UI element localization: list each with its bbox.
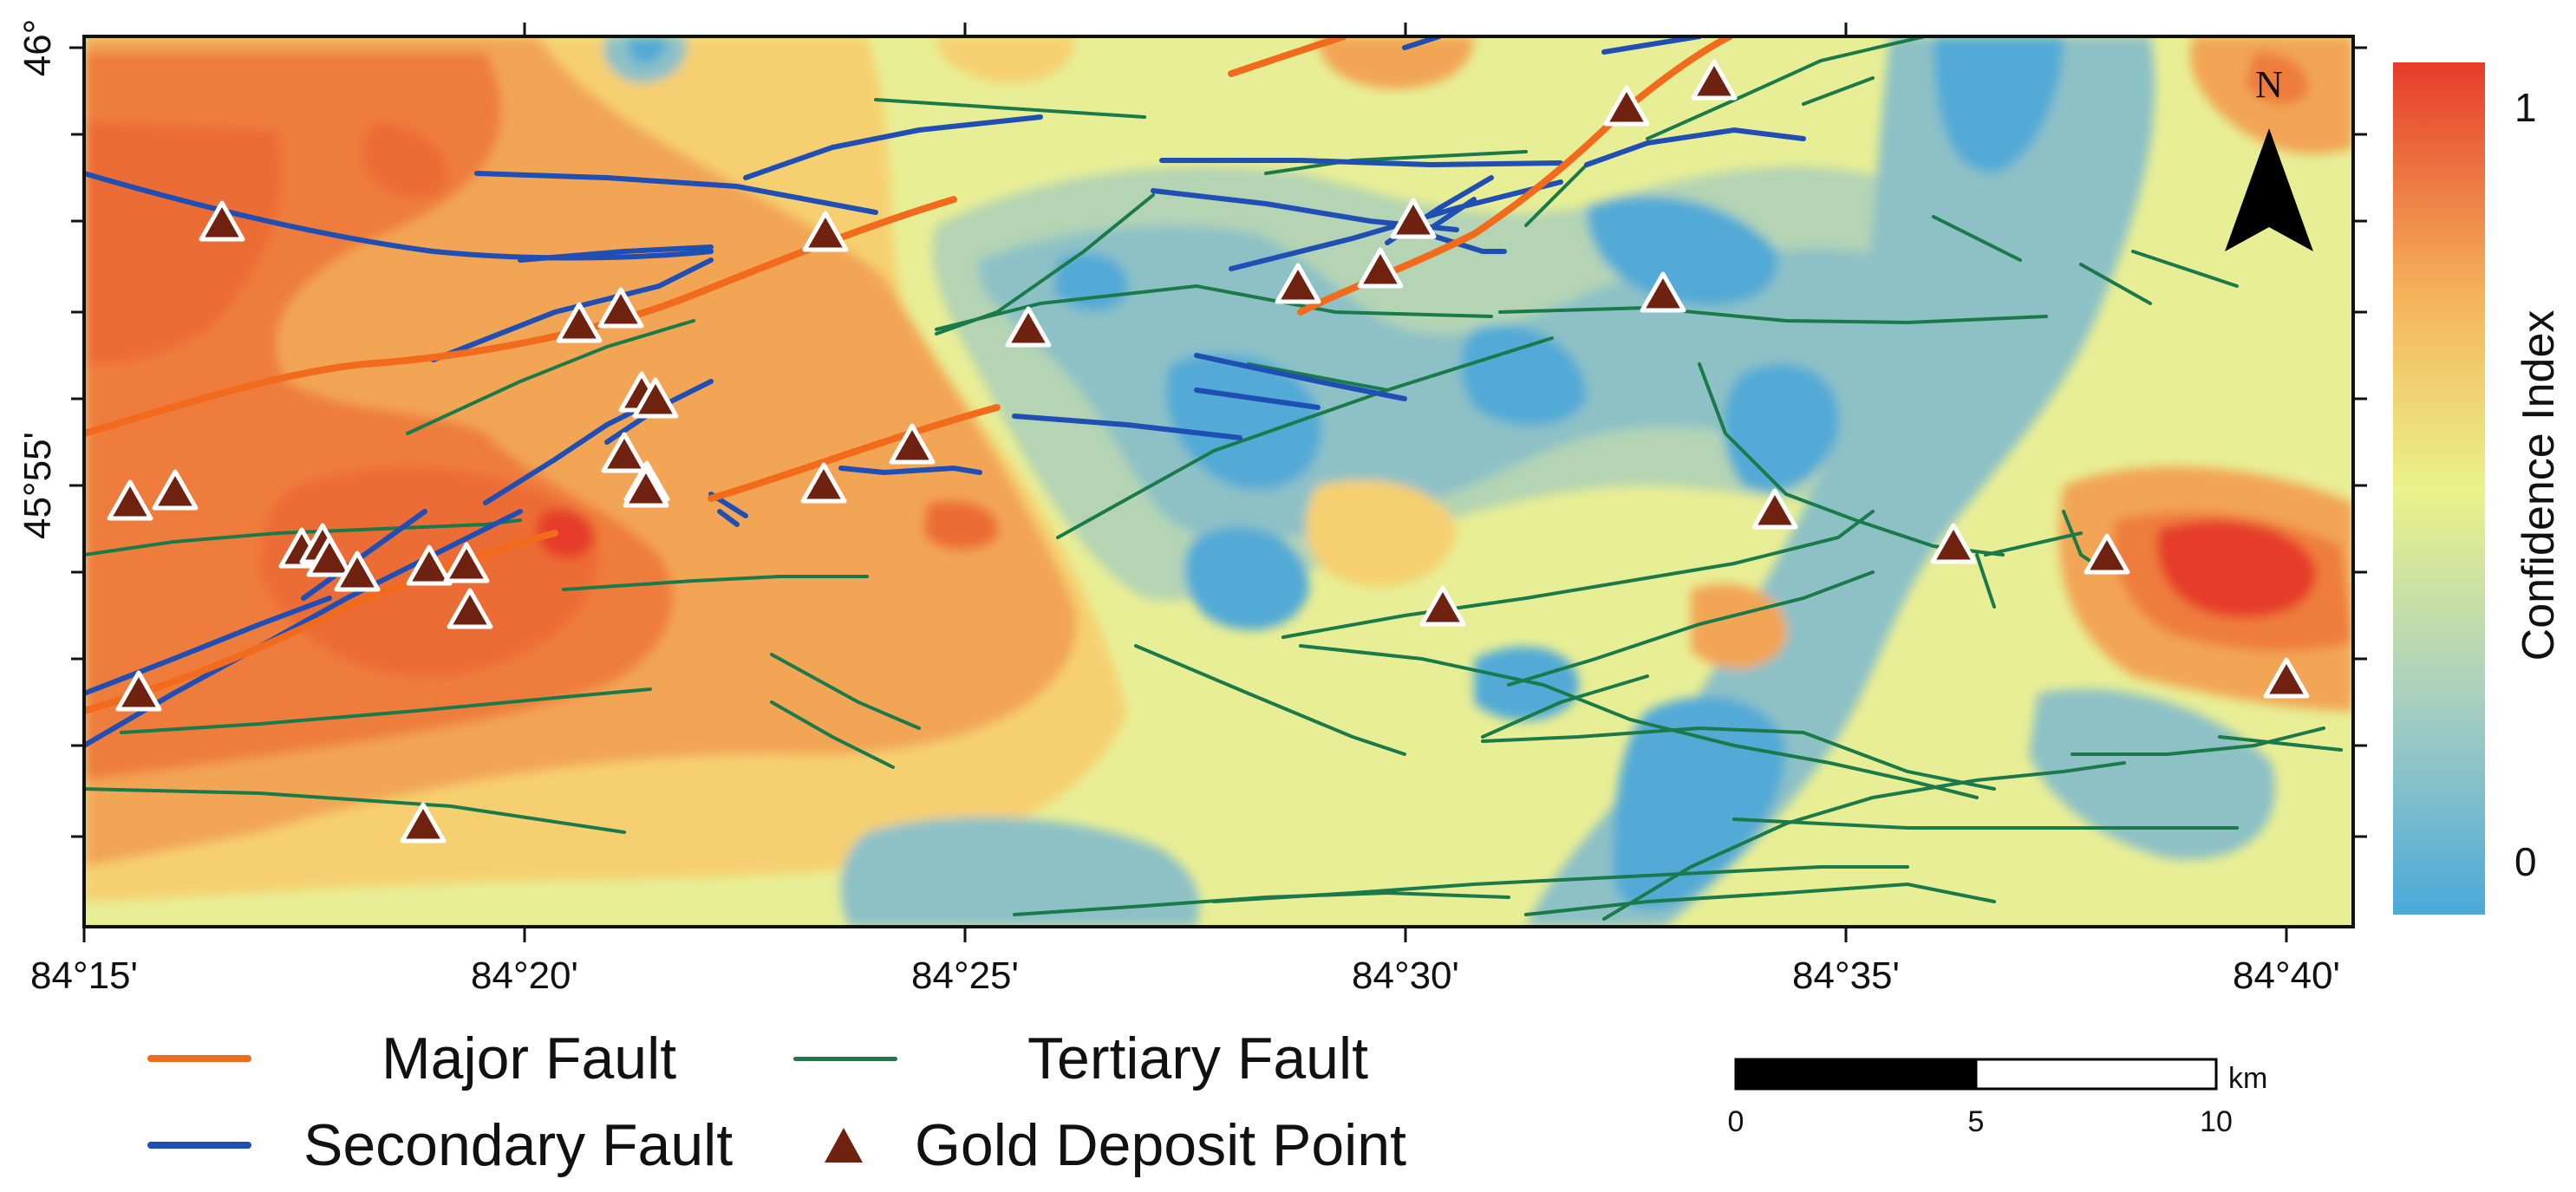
- major-fault-swatch: [147, 1055, 251, 1062]
- gold-deposit-marker: [597, 287, 644, 329]
- north-arrow: N: [2225, 63, 2313, 251]
- gold-deposit-icon: [825, 1128, 863, 1163]
- x-tick-label-3: 84°25': [911, 954, 1019, 997]
- scale-label-5: 5: [1968, 1105, 1985, 1138]
- gold-deposit-marker: [199, 200, 245, 242]
- gold-deposit-marker: [2084, 533, 2130, 575]
- legend-secondary-fault: Secondary Fault: [147, 1111, 733, 1179]
- y-tick-label-2: 45°55': [16, 432, 59, 539]
- x-tick-label-2: 84°20': [471, 954, 578, 997]
- legend-tertiary-fault: Tertiary Fault: [793, 1025, 1368, 1092]
- x-tick-label-5: 84°35': [1792, 954, 1900, 997]
- gold-deposit-marker: [443, 542, 490, 583]
- gold-deposit-marker: [1419, 585, 1466, 627]
- scale-label-10: 10: [2200, 1105, 2233, 1138]
- legend-tertiary-fault-label: Tertiary Fault: [1027, 1026, 1368, 1091]
- y-tick-label-1: 46°: [16, 19, 59, 77]
- legend-major-fault: Major Fault: [147, 1025, 676, 1092]
- gold-deposit-marker: [447, 588, 493, 629]
- gold-deposit-marker: [601, 432, 648, 473]
- colorbar-gradient: [2393, 62, 2485, 915]
- map-legend: Major Fault Secondary Fault Tertiary Fau…: [0, 997, 2576, 1192]
- gold-deposit-marker: [556, 302, 603, 343]
- gold-deposit-marker: [623, 466, 669, 508]
- gold-deposit-marker: [115, 670, 162, 712]
- confidence-surface: [84, 36, 2353, 927]
- colorbar-title: Confidence Index: [2514, 310, 2564, 661]
- x-axis: [82, 23, 2288, 942]
- colorbar: 1 0 Confidence Index: [2393, 62, 2564, 915]
- gold-deposit-marker: [2263, 657, 2310, 699]
- scale-label-0: 0: [1728, 1105, 1745, 1138]
- gold-deposit-marker: [1357, 247, 1404, 289]
- gold-deposit-marker: [152, 469, 199, 511]
- gold-deposit-marker: [406, 544, 453, 586]
- y-axis: [69, 46, 2367, 838]
- gold-deposit-marker: [802, 211, 849, 252]
- gold-deposit-marker: [889, 423, 936, 465]
- x-tick-label-4: 84°30': [1352, 954, 1459, 997]
- tertiary-faults: [84, 36, 2343, 921]
- gold-deposit-marker: [1691, 59, 1738, 101]
- scale-unit: km: [2228, 1062, 2267, 1095]
- gold-deposit-marker: [400, 802, 447, 844]
- gold-deposit-marker: [1005, 306, 1052, 348]
- gold-deposit-marker: [1640, 271, 1686, 313]
- legend-major-fault-label: Major Fault: [382, 1026, 677, 1091]
- legend-gold-deposit: Gold Deposit Point: [793, 1111, 1406, 1179]
- gold-deposit-marker: [800, 462, 847, 504]
- map-frame: [82, 35, 2355, 928]
- colorbar-min-label: 0: [2514, 839, 2537, 884]
- gold-deposit-marker: [1751, 488, 1798, 530]
- gold-deposit-marker: [1275, 263, 1321, 304]
- x-tick-label-6: 84°40': [2233, 954, 2340, 997]
- gold-deposit-marker: [632, 377, 679, 419]
- secondary-fault-swatch: [147, 1142, 251, 1149]
- legend-secondary-fault-label: Secondary Fault: [303, 1112, 734, 1178]
- gold-deposit-layer: [107, 59, 2310, 844]
- gold-deposit-marker: [1390, 198, 1437, 239]
- scale-bar: 0 5 10 km: [1728, 1058, 2267, 1138]
- north-label: N: [2255, 63, 2283, 106]
- colorbar-max-label: 1: [2514, 85, 2537, 130]
- gold-deposit-marker: [1930, 523, 1977, 564]
- legend-gold-deposit-label: Gold Deposit Point: [915, 1112, 1406, 1178]
- gold-deposit-marker: [1603, 85, 1650, 127]
- north-arrow-icon: [2225, 128, 2313, 251]
- x-tick-label-1: 84°15': [30, 954, 138, 997]
- gold-deposit-marker: [107, 479, 153, 521]
- tertiary-fault-swatch: [793, 1056, 897, 1061]
- gold-deposit-marker: [306, 536, 353, 577]
- gold-deposit-marker: [334, 550, 381, 592]
